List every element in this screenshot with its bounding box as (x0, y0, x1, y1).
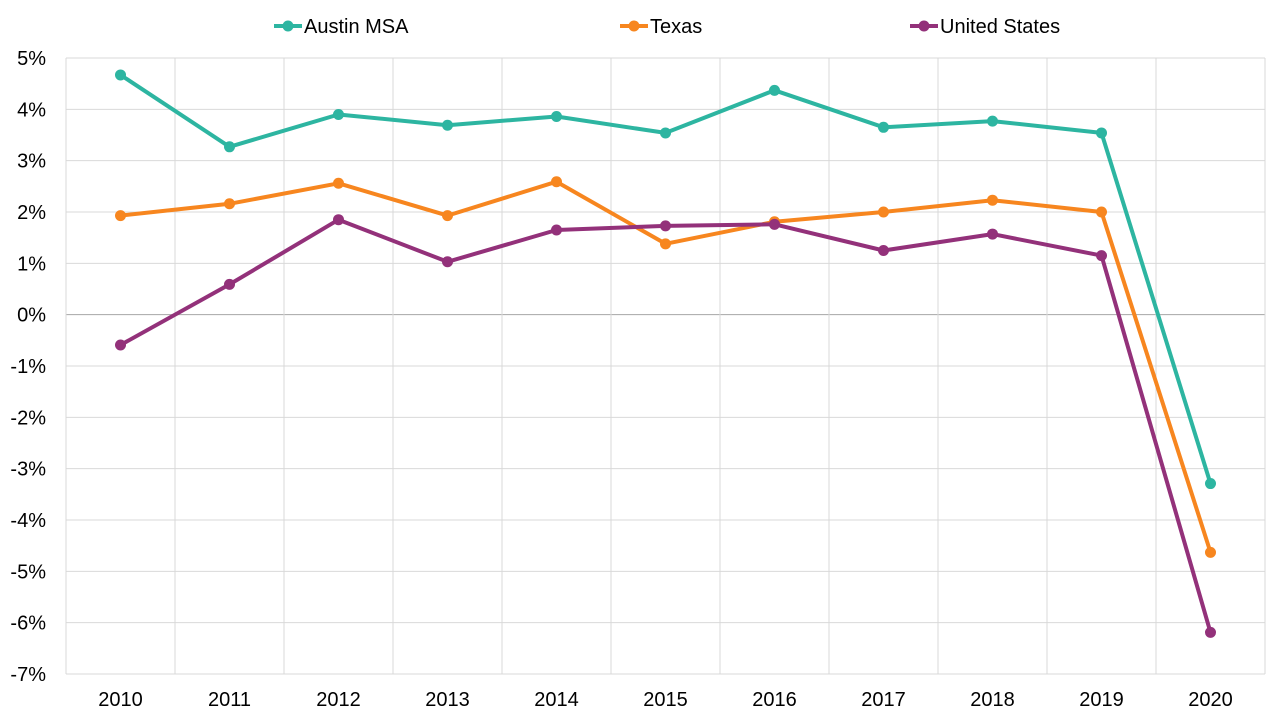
y-tick-label: -2% (10, 407, 46, 429)
series-united-states (115, 214, 1216, 638)
data-point-texas (551, 176, 562, 188)
series-lines (115, 69, 1216, 638)
data-point-united-states (878, 245, 889, 256)
data-point-austin-msa (333, 108, 344, 120)
y-tick-label: -6% (10, 613, 46, 635)
series-austin-msa (115, 69, 1216, 490)
data-point-united-states (660, 220, 671, 232)
data-point-texas (878, 206, 889, 218)
data-point-texas (1096, 206, 1107, 218)
data-point-austin-msa (769, 84, 780, 96)
data-point-texas (115, 210, 126, 222)
y-tick-label: -3% (10, 459, 46, 481)
x-tick-label: 2013 (425, 689, 470, 711)
x-tick-label: 2017 (861, 689, 906, 711)
data-point-united-states (1096, 250, 1107, 262)
data-point-austin-msa (442, 119, 453, 131)
y-tick-label: 4% (17, 99, 46, 121)
data-point-austin-msa (1205, 478, 1216, 490)
legend-item-texas: Texas (620, 16, 702, 38)
data-point-texas (987, 194, 998, 206)
data-point-united-states (551, 224, 562, 236)
data-point-austin-msa (660, 127, 671, 139)
x-axis-ticks: 2010 2011 2012 2013 2014 2015 2016 2017 2018 2019… (98, 689, 1233, 711)
y-tick-label: 3% (17, 151, 46, 173)
data-point-austin-msa (1096, 127, 1107, 139)
x-tick-label: 2016 (752, 689, 797, 711)
y-axis-ticks: 5% 4% 3% 2% 1% 0% -1% -2% -3% -4% -5% -6% -7% (10, 48, 46, 686)
x-tick-label: 2014 (534, 689, 579, 711)
x-tick-label: 2018 (970, 689, 1015, 711)
y-tick-label: -5% (10, 561, 46, 583)
x-tick-label: 2010 (98, 689, 143, 711)
data-point-austin-msa (224, 141, 235, 153)
x-tick-label: 2019 (1079, 689, 1124, 711)
y-tick-label: 0% (17, 305, 46, 327)
series-texas (115, 176, 1216, 558)
data-point-united-states (769, 218, 780, 230)
legend-label: Austin MSA (304, 16, 409, 38)
y-tick-label: 2% (17, 202, 46, 224)
data-point-united-states (442, 256, 453, 268)
legend-item-austin-msa: Austin MSA (274, 16, 409, 38)
data-point-austin-msa (115, 69, 126, 81)
data-point-united-states (224, 278, 235, 290)
data-point-texas (660, 238, 671, 250)
x-tick-label: 2015 (643, 689, 688, 711)
data-point-texas (224, 198, 235, 210)
data-point-united-states (1205, 626, 1216, 638)
data-point-united-states (333, 214, 344, 226)
x-tick-label: 2012 (316, 689, 361, 711)
legend-swatch-marker (918, 20, 930, 32)
legend-swatch-marker (282, 20, 294, 32)
gridlines (65, 57, 1266, 675)
legend-item-united-states: United States (910, 16, 1060, 38)
y-tick-label: -4% (10, 510, 46, 532)
data-point-texas (1205, 546, 1216, 558)
y-tick-label: -1% (10, 356, 46, 378)
legend-label: Texas (650, 16, 702, 38)
data-point-austin-msa (987, 115, 998, 127)
data-point-texas (442, 210, 453, 222)
legend-swatch-marker (628, 20, 640, 32)
y-tick-label: 5% (17, 48, 46, 70)
data-point-austin-msa (878, 121, 889, 133)
x-tick-label: 2020 (1188, 689, 1233, 711)
legend: Austin MSA Texas United States (274, 16, 1060, 38)
y-tick-label: 1% (17, 253, 46, 275)
data-point-united-states (115, 339, 126, 351)
y-tick-label: -7% (10, 664, 46, 686)
data-point-austin-msa (551, 111, 562, 123)
data-point-united-states (987, 228, 998, 240)
legend-label: United States (940, 16, 1060, 38)
x-tick-label: 2011 (208, 689, 251, 711)
data-point-texas (333, 177, 344, 189)
